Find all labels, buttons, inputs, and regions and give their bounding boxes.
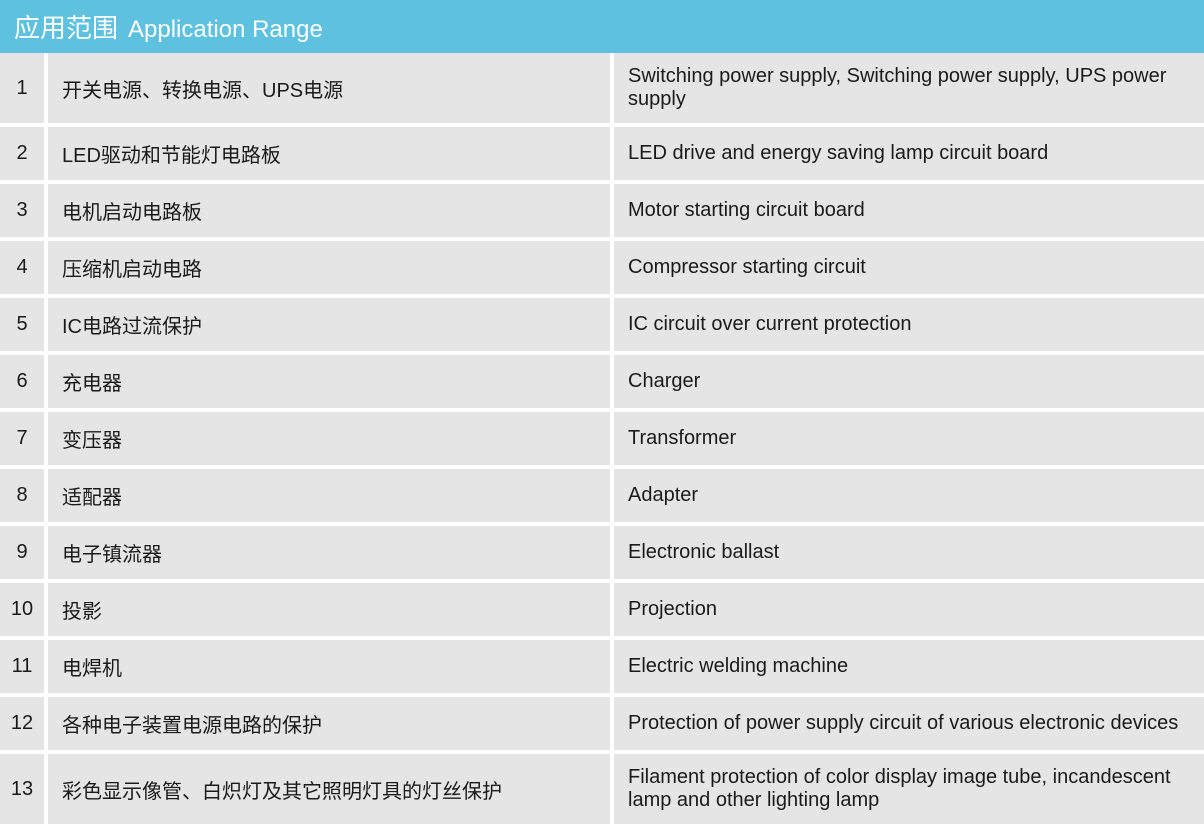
row-text-en: Switching power supply, Switching power … <box>614 53 1204 123</box>
row-number: 4 <box>0 241 44 294</box>
table-row: 4压缩机启动电路Compressor starting circuit <box>0 241 1204 294</box>
row-text-cn: 投影 <box>48 583 610 636</box>
row-text-cn: 适配器 <box>48 469 610 522</box>
row-text-en: Transformer <box>614 412 1204 465</box>
row-number: 6 <box>0 355 44 408</box>
section-header: 应用范围 Application Range <box>0 0 1204 53</box>
row-text-cn: 充电器 <box>48 355 610 408</box>
row-text-en: Compressor starting circuit <box>614 241 1204 294</box>
row-text-en: LED drive and energy saving lamp circuit… <box>614 127 1204 180</box>
row-number: 2 <box>0 127 44 180</box>
table-row: 9电子镇流器Electronic ballast <box>0 526 1204 579</box>
table-row: 8适配器Adapter <box>0 469 1204 522</box>
row-text-en: Filament protection of color display ima… <box>614 754 1204 824</box>
row-text-en: IC circuit over current protection <box>614 298 1204 351</box>
table-row: 6充电器Charger <box>0 355 1204 408</box>
table-row: 11电焊机Electric welding machine <box>0 640 1204 693</box>
table-row: 2LED驱动和节能灯电路板LED drive and energy saving… <box>0 127 1204 180</box>
table-row: 3电机启动电路板Motor starting circuit board <box>0 184 1204 237</box>
row-text-en: Projection <box>614 583 1204 636</box>
row-number: 8 <box>0 469 44 522</box>
row-text-cn: 彩色显示像管、白炽灯及其它照明灯具的灯丝保护 <box>48 754 610 824</box>
table-row: 13彩色显示像管、白炽灯及其它照明灯具的灯丝保护Filament protect… <box>0 754 1204 824</box>
table-row: 12各种电子装置电源电路的保护Protection of power suppl… <box>0 697 1204 750</box>
section-title-cn: 应用范围 <box>14 8 118 45</box>
table-row: 7变压器Transformer <box>0 412 1204 465</box>
row-text-cn: 变压器 <box>48 412 610 465</box>
table-row: 10投影Projection <box>0 583 1204 636</box>
row-text-cn: IC电路过流保护 <box>48 298 610 351</box>
row-text-en: Protection of power supply circuit of va… <box>614 697 1204 750</box>
row-number: 5 <box>0 298 44 351</box>
row-text-cn: 压缩机启动电路 <box>48 241 610 294</box>
row-number: 7 <box>0 412 44 465</box>
row-text-cn: LED驱动和节能灯电路板 <box>48 127 610 180</box>
row-number: 11 <box>0 640 44 693</box>
row-text-en: Charger <box>614 355 1204 408</box>
row-number: 1 <box>0 53 44 123</box>
row-text-en: Electronic ballast <box>614 526 1204 579</box>
table-row: 1开关电源、转换电源、UPS电源Switching power supply, … <box>0 53 1204 123</box>
row-text-en: Motor starting circuit board <box>614 184 1204 237</box>
section-title-en: Application Range <box>128 16 323 44</box>
row-number: 13 <box>0 754 44 824</box>
row-number: 9 <box>0 526 44 579</box>
row-text-cn: 电机启动电路板 <box>48 184 610 237</box>
row-text-en: Adapter <box>614 469 1204 522</box>
application-range-table: 1开关电源、转换电源、UPS电源Switching power supply, … <box>0 53 1204 824</box>
row-text-cn: 各种电子装置电源电路的保护 <box>48 697 610 750</box>
row-text-cn: 开关电源、转换电源、UPS电源 <box>48 53 610 123</box>
row-number: 3 <box>0 184 44 237</box>
row-text-en: Electric welding machine <box>614 640 1204 693</box>
table-row: 5IC电路过流保护IC circuit over current protect… <box>0 298 1204 351</box>
row-number: 12 <box>0 697 44 750</box>
row-text-cn: 电子镇流器 <box>48 526 610 579</box>
row-number: 10 <box>0 583 44 636</box>
row-text-cn: 电焊机 <box>48 640 610 693</box>
